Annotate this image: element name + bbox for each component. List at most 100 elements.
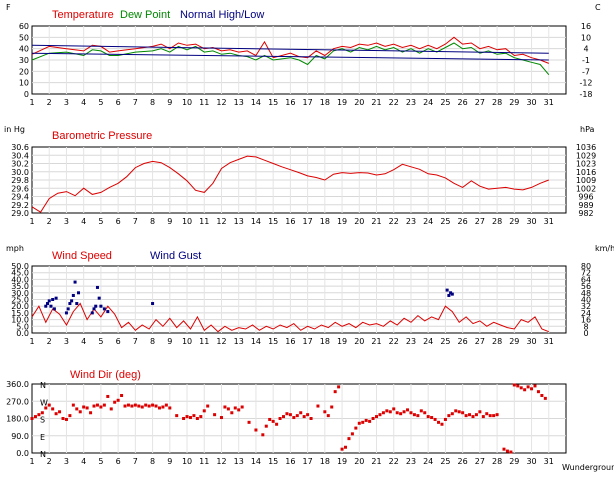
data-point [281, 415, 285, 419]
y-tick-label: 20 [19, 67, 29, 76]
data-point [85, 406, 89, 410]
y-tick-label: 90.0 [11, 432, 29, 441]
data-point [92, 307, 96, 311]
y-tick-label: 5.0 [16, 322, 29, 331]
data-point [140, 405, 144, 409]
data-point [52, 307, 56, 311]
series-temperature [31, 36, 549, 64]
data-point [454, 409, 458, 413]
x-tick-label: 1 [29, 337, 34, 346]
data-point [509, 450, 513, 454]
legend-barometric-pressure: Barometric Pressure [52, 130, 152, 142]
x-tick-label: 3 [64, 98, 69, 107]
x-tick-label: 20 [354, 337, 364, 346]
data-point [440, 422, 444, 426]
y-tick-label: 40 [19, 45, 29, 54]
y-tick-label: 30.0 [11, 168, 29, 177]
data-point [130, 404, 134, 408]
data-point [430, 416, 434, 420]
data-point [58, 410, 62, 414]
data-point [90, 311, 94, 315]
left-unit-label: in Hg [4, 125, 25, 134]
x-tick-label: 10 [182, 337, 192, 346]
y-tick-label: 60 [19, 22, 29, 31]
x-tick-label: 14 [251, 217, 261, 226]
left-unit-label: F [6, 3, 11, 12]
y2-tick-label: 982 [578, 209, 593, 218]
legend-dew-point: Dew Point [120, 9, 170, 21]
data-point [399, 412, 403, 416]
data-point [447, 414, 451, 418]
y2-tick-label: 24 [581, 309, 591, 318]
data-point [123, 404, 127, 408]
data-point [330, 405, 334, 409]
data-point [188, 416, 192, 420]
data-point [33, 415, 37, 419]
data-point [219, 416, 223, 420]
data-point [94, 304, 98, 308]
x-tick-label: 30 [526, 337, 536, 346]
y-tick-label: 29.0 [11, 209, 29, 218]
y-tick-label: 0.0 [16, 449, 29, 458]
x-tick-label: 21 [371, 457, 381, 466]
data-point [488, 414, 492, 418]
y-tick-label: 30.2 [11, 160, 29, 169]
y2-tick-label: -12 [579, 79, 592, 88]
x-tick-label: 18 [320, 457, 330, 466]
data-point [445, 288, 449, 292]
x-tick-label: 19 [337, 457, 347, 466]
data-point [126, 403, 130, 407]
data-point [354, 426, 358, 430]
data-point [116, 398, 120, 402]
data-point [474, 413, 478, 417]
x-tick-label: 22 [389, 457, 399, 466]
data-point [533, 384, 537, 388]
x-tick-label: 27 [475, 457, 485, 466]
data-point [333, 390, 337, 394]
data-point [323, 410, 327, 414]
data-point [357, 421, 361, 425]
series-dew-point [31, 42, 550, 76]
data-point [61, 417, 65, 420]
data-point [161, 405, 165, 409]
data-point [102, 403, 106, 407]
x-tick-label: 16 [285, 337, 295, 346]
series-wind-gust [44, 280, 454, 315]
series-wind-dir-deg [30, 383, 547, 454]
x-tick-label: 9 [167, 98, 172, 107]
x-tick-label: 2 [47, 98, 52, 107]
x-tick-label: 28 [492, 337, 502, 346]
y-tick-label: 0 [24, 90, 29, 99]
data-point [347, 437, 351, 441]
x-tick-label: 29 [509, 457, 519, 466]
x-tick-label: 8 [150, 457, 155, 466]
data-point [95, 403, 99, 407]
x-tick-label: 12 [216, 217, 226, 226]
data-point [340, 447, 344, 451]
data-point [368, 419, 372, 423]
data-point [113, 400, 117, 404]
y-tick-label: 30.6 [11, 143, 29, 152]
x-tick-label: 25 [440, 217, 450, 226]
x-tick-label: 31 [544, 217, 554, 226]
x-tick-label: 31 [544, 337, 554, 346]
x-tick-label: 19 [337, 337, 347, 346]
data-point [409, 411, 413, 415]
x-tick-label: 16 [285, 457, 295, 466]
data-point [512, 383, 516, 387]
data-point [68, 302, 72, 306]
data-point [437, 420, 441, 424]
x-tick-label: 17 [303, 217, 313, 226]
x-tick-label: 1 [29, 98, 34, 107]
y2-tick-label: 8 [583, 322, 588, 331]
data-point [106, 310, 110, 314]
x-tick-label: 3 [64, 457, 69, 466]
y2-tick-label: 80 [581, 262, 591, 271]
x-tick-label: 4 [81, 98, 86, 107]
y2-tick-label: 64 [581, 275, 591, 284]
data-point [49, 304, 53, 308]
x-tick-label: 26 [458, 98, 468, 107]
data-point [540, 394, 544, 397]
data-point [344, 445, 348, 449]
